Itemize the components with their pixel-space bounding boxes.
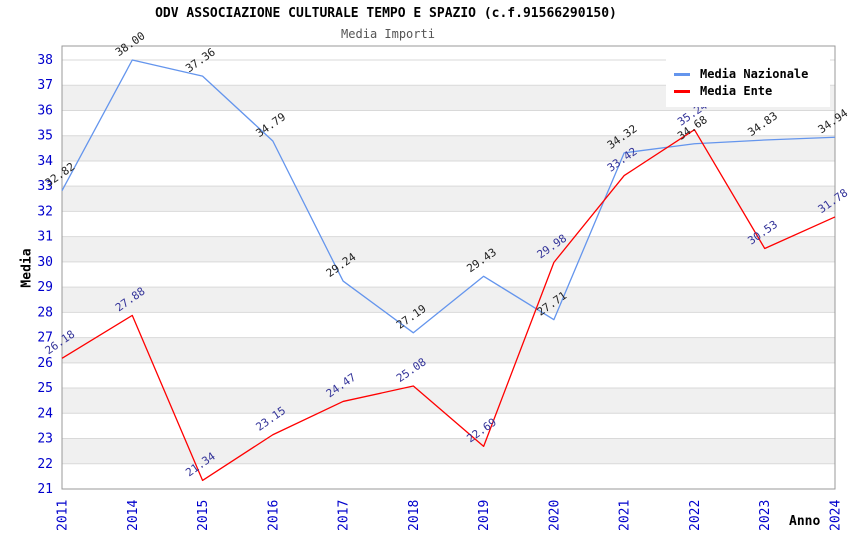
x-tick-label: 2020 <box>547 500 562 531</box>
legend-item-media-nazionale: Media Nazionale <box>674 67 822 81</box>
y-axis-title: Media <box>19 248 35 288</box>
x-tick-label: 2014 <box>126 500 141 531</box>
x-tick-label: 2011 <box>56 500 71 531</box>
x-tick-label: 2018 <box>407 500 422 531</box>
chart-subtitle: Media Importi <box>341 27 435 41</box>
y-tick-label: 23 <box>37 432 53 447</box>
y-tick-label: 26 <box>37 356 53 371</box>
legend: Media Nazionale Media Ente <box>666 58 830 107</box>
y-tick-label: 30 <box>37 255 53 270</box>
grid-band <box>62 236 835 262</box>
y-tick-label: 22 <box>37 457 53 472</box>
x-tick-label: 2023 <box>758 500 773 531</box>
y-tick-label: 36 <box>37 103 53 118</box>
y-tick-label: 28 <box>37 305 53 320</box>
y-tick-label: 25 <box>37 381 53 396</box>
x-tick-label: 2017 <box>337 500 352 531</box>
grid-band <box>62 337 835 363</box>
y-tick-label: 31 <box>37 230 53 245</box>
y-tick-label: 38 <box>37 53 53 68</box>
y-tick-label: 29 <box>37 280 53 295</box>
y-tick-label: 27 <box>37 331 53 346</box>
line-swatch-icon <box>674 89 690 93</box>
line-swatch-icon <box>674 72 690 76</box>
data-label: 38.00 <box>113 29 148 59</box>
x-tick-label: 2015 <box>196 500 211 531</box>
legend-label: Media Ente <box>700 84 773 98</box>
grid-band <box>62 438 835 464</box>
y-tick-label: 21 <box>37 482 53 497</box>
y-tick-label: 37 <box>37 78 53 93</box>
y-tick-label: 24 <box>37 406 53 421</box>
y-tick-label: 33 <box>37 179 53 194</box>
legend-item-media-ente: Media Ente <box>674 84 822 98</box>
y-tick-label: 35 <box>37 129 53 144</box>
series-line-media-ente <box>61 128 836 482</box>
series-line-media-nazionale <box>61 59 836 334</box>
grid-band <box>62 186 835 212</box>
x-tick-label: 2016 <box>266 500 281 531</box>
y-tick-label: 32 <box>37 204 53 219</box>
x-tick-label: 2024 <box>829 500 844 531</box>
x-tick-label: 2019 <box>477 500 492 531</box>
y-tick-label: 34 <box>37 154 53 169</box>
grid-band <box>62 135 835 161</box>
legend-label: Media Nazionale <box>700 67 809 81</box>
x-axis-title: Anno <box>789 514 821 529</box>
grid-band <box>62 388 835 414</box>
x-tick-label: 2022 <box>688 500 703 531</box>
plot-border <box>61 45 836 490</box>
grid-band <box>62 287 835 313</box>
x-tick-label: 2021 <box>618 500 633 531</box>
data-label: 34.83 <box>745 109 780 139</box>
chart-title: ODV ASSOCIAZIONE CULTURALE TEMPO E SPAZI… <box>155 6 617 21</box>
